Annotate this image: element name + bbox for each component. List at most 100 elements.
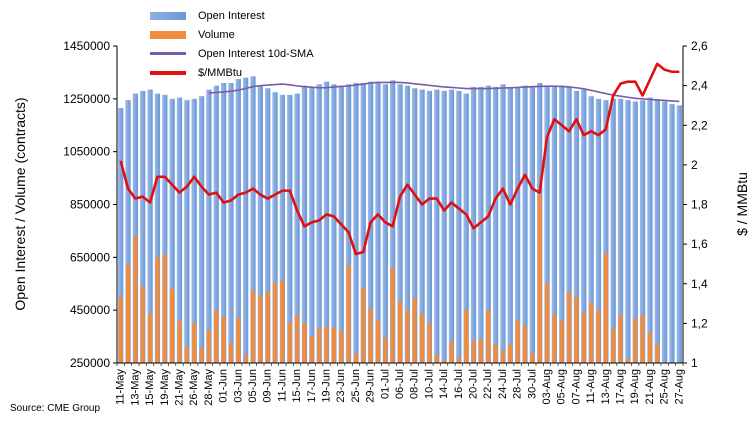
volume-bar <box>258 295 263 363</box>
volume-bar <box>647 332 652 363</box>
chart-axes: 250000 450000 650000 850000 1050000 1250000 14… <box>63 39 708 406</box>
open-interest-bar <box>397 84 403 363</box>
x-tick-label: 15-May <box>144 369 156 406</box>
x-tick-label: 11-May <box>115 369 127 405</box>
x-tick-label: 17-Jun <box>306 369 318 403</box>
open-interest-bar <box>162 94 168 363</box>
volume-bar <box>375 320 380 363</box>
open-interest-bar <box>257 85 263 363</box>
open-interest-bar <box>522 85 528 363</box>
y-left-tick-label: 1050000 <box>63 145 110 159</box>
y-axis-left-label: Open Interest / Volume (contracts) <box>12 97 28 311</box>
volume-bar <box>243 355 248 363</box>
open-interest-bar <box>404 85 410 363</box>
x-tick-label: 03-Jun <box>232 369 244 403</box>
y-axis-right-label: $ / MMBtu <box>734 172 750 236</box>
volume-bar <box>633 318 638 363</box>
bar-series-group <box>118 76 682 364</box>
volume-bar <box>618 315 623 363</box>
open-interest-bar <box>456 90 462 364</box>
volume-bar <box>581 312 586 363</box>
oi-sma-line <box>208 81 680 103</box>
volume-bar <box>486 310 491 363</box>
x-tick-label: 07-Aug <box>570 369 582 404</box>
x-tick-label: 21-May <box>173 369 185 406</box>
open-interest-bar <box>191 98 197 363</box>
volume-bar <box>302 323 307 363</box>
open-interest-bar <box>331 84 337 363</box>
open-interest-bar <box>478 86 484 363</box>
volume-bar <box>397 302 403 363</box>
x-tick-label: 28-Jul <box>512 369 524 399</box>
open-interest-bar <box>213 85 219 363</box>
volume-bar <box>184 347 189 363</box>
y-left-tick-label: 250000 <box>70 356 110 370</box>
open-interest-bar <box>294 93 300 364</box>
volume-bar <box>206 329 211 363</box>
open-interest-bar <box>360 82 366 363</box>
open-interest-bar <box>265 88 271 364</box>
legend-item-volume: Volume <box>150 25 314 44</box>
volume-bar <box>589 302 594 363</box>
volume-bar <box>236 318 241 363</box>
volume-bar <box>530 353 535 363</box>
open-interest-bar <box>559 85 565 363</box>
open-interest-bar <box>669 104 675 363</box>
open-interest-bar <box>448 89 455 364</box>
open-interest-bar <box>485 85 491 363</box>
volume-bar <box>640 315 645 363</box>
open-interest-bar <box>419 89 425 364</box>
x-tick-label: 25-Aug <box>659 369 671 404</box>
open-interest-bar <box>617 98 624 363</box>
volume-bar <box>434 355 439 363</box>
chart-source: Source: CME Group <box>10 403 101 414</box>
volume-bar <box>552 315 557 363</box>
x-tick-label: 06-Jul <box>394 369 406 399</box>
y-right-tick-label: 2,4 <box>691 79 708 93</box>
x-tick-label: 29-Jun <box>365 369 377 403</box>
price-line <box>119 62 680 256</box>
legend-label-price: $/MMBtu <box>198 66 243 79</box>
open-interest-bar <box>316 84 322 363</box>
open-interest-bar <box>154 93 161 364</box>
y-left-tick-label: 1450000 <box>63 39 110 53</box>
volume-bar <box>177 320 182 363</box>
volume-bar <box>655 344 660 363</box>
volume-bar <box>464 310 469 363</box>
open-interest-bar <box>132 93 139 364</box>
x-tick-label: 26-May <box>188 369 200 406</box>
y-right-tick-label: 1,2 <box>691 316 708 330</box>
x-tick-label: 05-Aug <box>556 369 568 404</box>
volume-bar <box>199 348 204 363</box>
open-interest-bar <box>573 90 580 364</box>
volume-bar <box>170 289 175 363</box>
open-interest-bar <box>309 86 315 363</box>
x-tick-label: 17-Aug <box>615 369 627 404</box>
volume-bar <box>515 320 520 363</box>
legend-swatch-open-interest <box>150 11 186 20</box>
open-interest-bar <box>140 90 146 364</box>
open-interest-bar <box>272 92 278 364</box>
volume-bar <box>537 195 542 363</box>
legend-label-oi-sma: Open Interest 10d-SMA <box>198 47 314 60</box>
volume-bar <box>133 236 138 363</box>
y-right-tick-label: 1,8 <box>691 198 708 212</box>
volume-bar <box>611 328 616 363</box>
open-interest-bar <box>169 98 175 363</box>
volume-bar <box>603 253 608 363</box>
x-tick-label: 19-May <box>159 369 171 406</box>
chart-legend: Open Interest Volume Open Interest 10d-S… <box>150 6 314 82</box>
volume-bar <box>544 283 550 363</box>
open-interest-bar <box>176 97 183 363</box>
open-interest-bar <box>235 79 241 363</box>
x-tick-label: 10-Jul <box>423 369 435 399</box>
volume-bar <box>273 282 278 363</box>
volume-bar <box>596 310 601 363</box>
volume-bar <box>574 296 579 363</box>
open-interest-bar <box>206 89 212 364</box>
open-interest-bar <box>412 88 418 364</box>
volume-bar <box>471 340 476 363</box>
volume-bar <box>427 323 432 363</box>
legend-label-volume: Volume <box>198 28 235 41</box>
